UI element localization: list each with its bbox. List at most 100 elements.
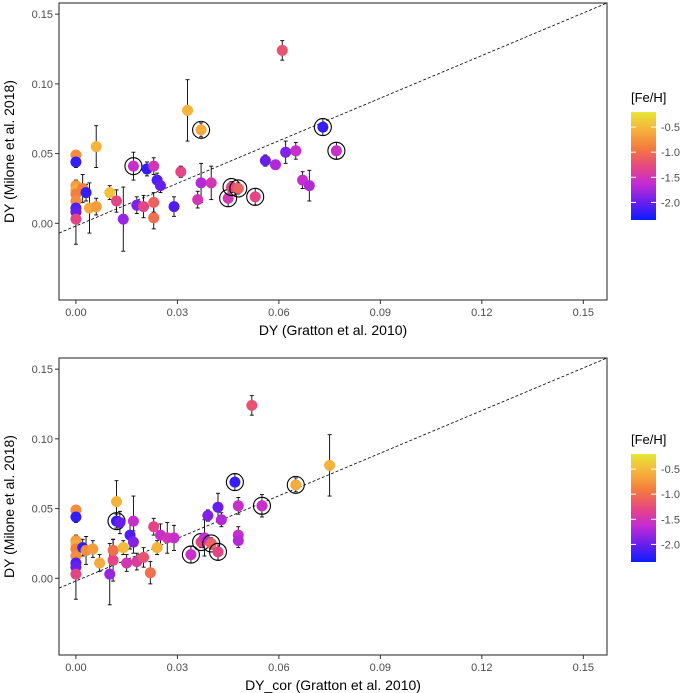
data-point	[182, 104, 194, 116]
y-tick-label: 0.05	[32, 504, 53, 516]
x-tick-label: 0.06	[268, 307, 289, 319]
x-tick-label: 0.00	[65, 662, 86, 674]
data-point	[138, 201, 150, 213]
data-point	[324, 459, 336, 471]
legend-title: [Fe/H]	[631, 432, 666, 447]
data-point	[195, 124, 207, 136]
data-point	[317, 121, 329, 133]
data-point	[90, 201, 102, 213]
data-point	[127, 160, 139, 172]
x-tick-label: 0.12	[471, 662, 492, 674]
x-tick-label: 0.09	[370, 307, 391, 319]
data-point	[70, 568, 82, 580]
legend-label: -2.0	[661, 197, 680, 209]
y-tick-label: 0.15	[32, 364, 53, 376]
data-point	[192, 194, 204, 206]
data-point	[205, 537, 217, 549]
data-point	[127, 515, 139, 527]
data-point	[94, 557, 106, 569]
data-point	[229, 476, 241, 488]
reference-line	[59, 358, 607, 589]
data-point	[269, 159, 281, 171]
colorbar-legend: [Fe/H] -0.5 -1.0 -1.5 -2.0	[631, 90, 680, 220]
data-point	[117, 213, 129, 225]
highlight-ring	[208, 542, 228, 561]
data-point	[138, 551, 150, 563]
data-point	[127, 536, 139, 548]
data-point	[215, 514, 227, 526]
y-axis-title: DY (Milone et al. 2018)	[1, 80, 17, 223]
data-point	[104, 187, 116, 199]
highlight-ring	[327, 141, 346, 160]
data-point	[232, 182, 244, 194]
data-point	[90, 141, 102, 153]
legend-label: -0.5	[661, 122, 680, 134]
x-axis-title: DY_cor (Gratton et al. 2010)	[245, 677, 421, 693]
data-point	[148, 160, 160, 172]
data-point	[111, 496, 123, 508]
y-tick-label: 0.15	[32, 9, 53, 21]
x-tick-label: 0.03	[167, 307, 188, 319]
data-point	[117, 542, 129, 554]
data-point	[168, 201, 180, 213]
y-axis-title: DY (Milone et al. 2018)	[1, 435, 17, 578]
data-point	[70, 156, 82, 168]
data-point	[148, 196, 160, 208]
data-point	[70, 511, 82, 523]
x-tick-label: 0.09	[370, 662, 391, 674]
y-tick-label: 0.05	[32, 149, 53, 161]
data-point	[185, 549, 197, 561]
data-point	[121, 557, 133, 569]
legend-label: -2.0	[661, 539, 680, 551]
scatter-panel-2: 0.00 0.03 0.06 0.09 0.12 0.15 0.00 0.05 0.10 0.15…	[1, 357, 680, 693]
panel-border	[58, 2, 608, 301]
colorbar	[631, 112, 656, 220]
data-point	[202, 510, 214, 522]
data-point	[144, 567, 156, 579]
data-point	[151, 542, 163, 554]
data-point	[114, 517, 126, 529]
data-point	[80, 187, 92, 199]
data-point	[168, 532, 180, 544]
legend-title: [Fe/H]	[631, 90, 666, 105]
data-point	[107, 554, 119, 566]
y-tick-label: 0.00	[32, 573, 53, 585]
data-point	[111, 195, 123, 207]
x-tick-label: 0.15	[573, 662, 594, 674]
highlight-ring	[181, 545, 200, 564]
scatter-panel-1: 0.00 0.03 0.06 0.09 0.12 0.15 0.00 0.05 0.10 0.15…	[1, 2, 680, 338]
data-point	[280, 146, 292, 158]
data-point	[232, 535, 244, 547]
data-point	[212, 501, 224, 513]
data-point	[195, 177, 207, 189]
data-point	[290, 479, 302, 491]
x-axis-title: DY (Gratton et al. 2010)	[259, 322, 407, 338]
legend-label: -1.5	[661, 514, 680, 526]
colorbar	[631, 454, 656, 562]
data-point	[276, 44, 288, 56]
data-point	[256, 500, 268, 512]
highlight-ring	[246, 187, 265, 206]
highlight-ring	[252, 496, 272, 515]
x-tick-label: 0.03	[167, 662, 188, 674]
x-tick-label: 0.06	[268, 662, 289, 674]
data-point	[104, 568, 116, 580]
data-point	[70, 213, 82, 225]
reference-line	[59, 3, 607, 234]
highlight-ring	[313, 118, 332, 137]
data-point	[107, 544, 119, 556]
data-point	[87, 543, 99, 555]
data-point	[249, 191, 261, 203]
highlight-ring	[286, 475, 305, 494]
colorbar-legend: [Fe/H] -0.5 -1.0 -1.5 -2.0	[631, 432, 680, 562]
highlight-ring	[229, 179, 248, 198]
legend-label: -1.5	[661, 172, 680, 184]
x-tick-label: 0.12	[471, 307, 492, 319]
data-point	[259, 155, 271, 167]
data-point	[303, 180, 315, 192]
y-tick-label: 0.00	[32, 218, 53, 230]
plot-background	[59, 358, 607, 655]
highlight-ring	[225, 473, 244, 492]
data-point	[175, 166, 187, 178]
